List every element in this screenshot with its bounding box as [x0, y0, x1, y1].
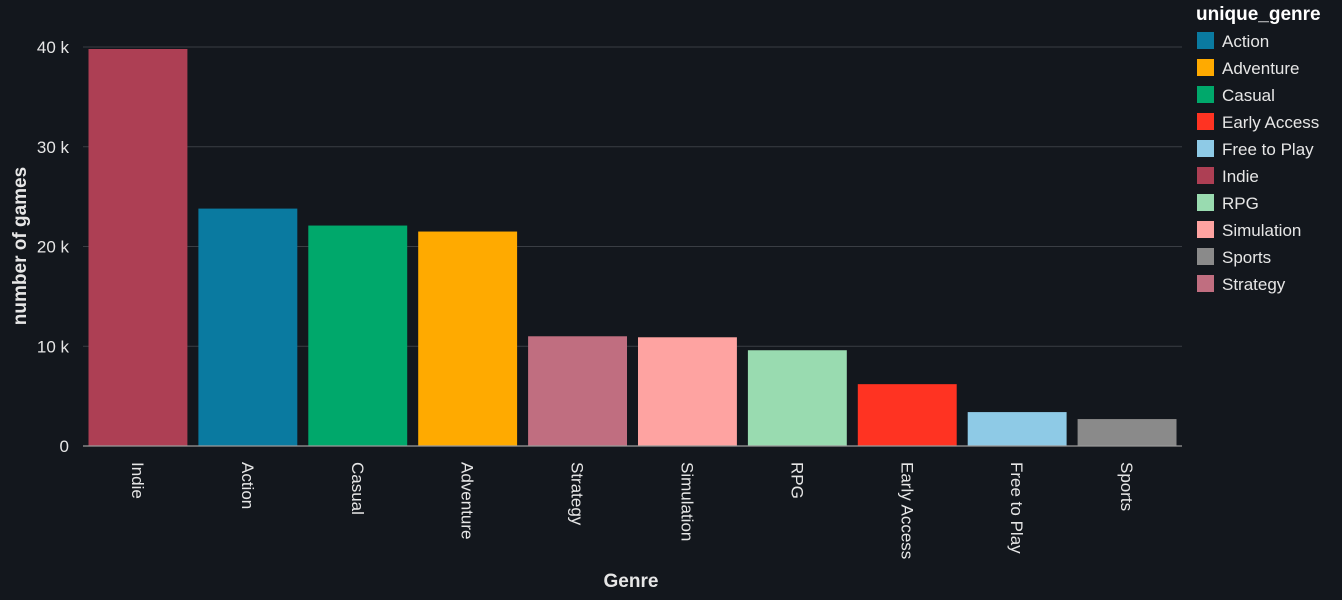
legend-item-label[interactable]: Strategy	[1222, 275, 1286, 294]
legend-item-label[interactable]: Casual	[1222, 86, 1275, 105]
y-tick-label: 30 k	[37, 138, 70, 157]
legend-swatch	[1197, 167, 1214, 184]
bar-strategy[interactable]	[528, 336, 628, 446]
legend-swatch	[1197, 221, 1214, 238]
legend-item-label[interactable]: Adventure	[1222, 59, 1300, 78]
x-tick-label: Action	[238, 462, 257, 509]
y-tick-label: 40 k	[37, 38, 70, 57]
x-axis-title: Genre	[604, 571, 659, 592]
x-tick-label: Free to Play	[1007, 462, 1026, 554]
bar-simulation[interactable]	[637, 337, 737, 446]
x-tick-label: Adventure	[458, 462, 477, 540]
legend: unique_genre Action Adventure Casual Early …	[1196, 4, 1321, 294]
legend-swatch	[1197, 248, 1214, 265]
legend-item-label[interactable]: Early Access	[1222, 113, 1319, 132]
bar-free-to-play[interactable]	[967, 412, 1067, 446]
legend-item-label[interactable]: RPG	[1222, 194, 1259, 213]
legend-item-label[interactable]: Free to Play	[1222, 140, 1314, 159]
y-tick-label: 10 k	[37, 337, 70, 356]
y-tick-label: 0	[60, 437, 69, 456]
bar-action[interactable]	[198, 208, 298, 446]
y-axis-title: number of games	[10, 167, 31, 325]
legend-item-label[interactable]: Indie	[1222, 167, 1259, 186]
legend-swatch	[1197, 113, 1214, 130]
legend-item-label[interactable]: Simulation	[1222, 221, 1301, 240]
y-tick-label: 20 k	[37, 238, 70, 257]
x-tick-label: Indie	[128, 462, 147, 499]
bar-casual[interactable]	[308, 225, 408, 446]
x-tick-label: Casual	[348, 462, 367, 515]
legend-swatch	[1197, 86, 1214, 103]
bar-sports[interactable]	[1077, 419, 1177, 446]
bar-indie[interactable]	[88, 48, 188, 447]
legend-swatch	[1197, 32, 1214, 49]
legend-item-label[interactable]: Sports	[1222, 248, 1271, 267]
bar-early-access[interactable]	[857, 384, 957, 446]
legend-title: unique_genre	[1196, 4, 1321, 25]
x-tick-label: Simulation	[677, 462, 696, 541]
legend-swatch	[1197, 59, 1214, 76]
x-tick-label: Strategy	[568, 462, 587, 526]
legend-swatch	[1197, 194, 1214, 211]
bars	[88, 48, 1177, 447]
bar-adventure[interactable]	[418, 231, 518, 446]
legend-swatch	[1197, 140, 1214, 157]
bar-rpg[interactable]	[747, 350, 847, 446]
legend-swatch	[1197, 275, 1214, 292]
axes: 0 10 k 20 k 30 k 40 k Indie Action Casual Advent…	[37, 38, 1182, 559]
legend-item-label[interactable]: Action	[1222, 32, 1269, 51]
x-tick-label: RPG	[787, 462, 806, 499]
x-tick-label: Sports	[1117, 462, 1136, 511]
x-tick-label: Early Access	[897, 462, 916, 559]
